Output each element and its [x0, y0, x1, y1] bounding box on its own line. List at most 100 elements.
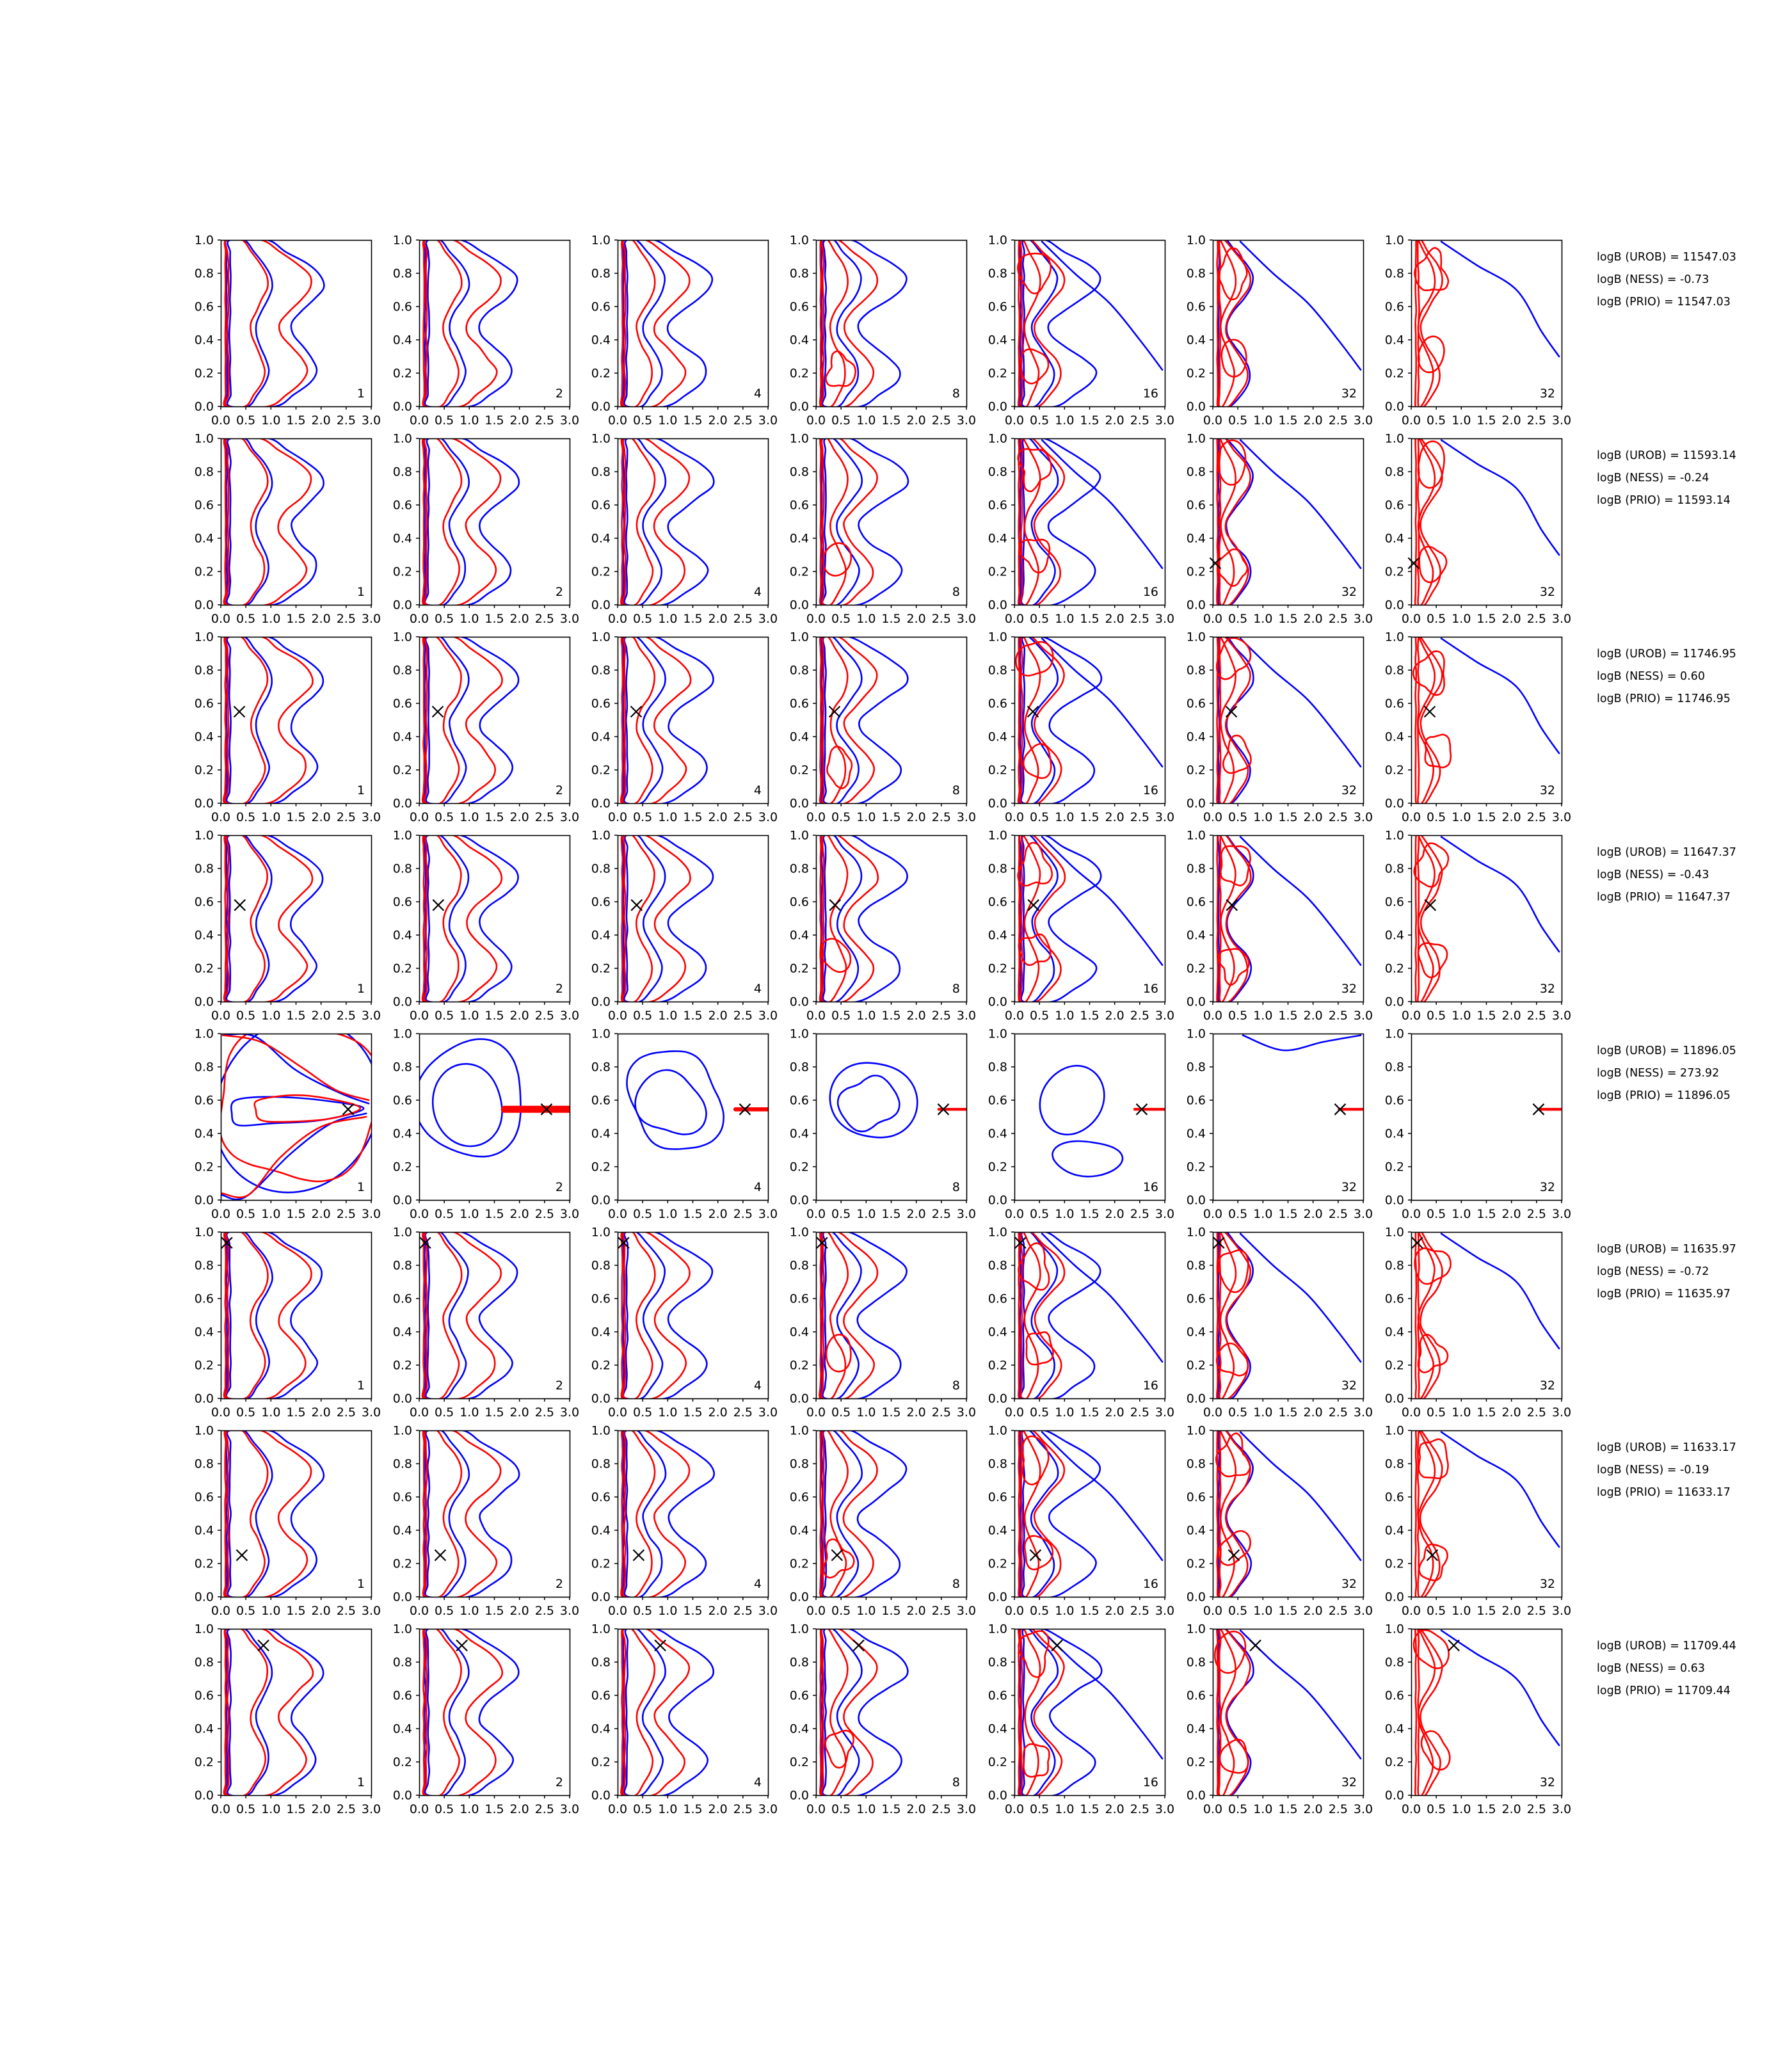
contour-panel-r5-c1[interactable]: 0.0 0.5 1.0 1.5 2.0 2.5 3.0 0.0 0.2 0.4 0.6 0.8 1.0 1 [188, 1025, 380, 1229]
contour-panel-r1-c5[interactable]: 0.0 0.5 1.0 1.5 2.0 2.5 3.0 0.0 0.2 0.4 0.6 0.8 1.0 1… [981, 231, 1174, 436]
contour-panel-r6-c2[interactable]: 0.0 0.5 1.0 1.5 2.0 2.5 3.0 0.0 0.2 0.4 0.6 0.8 1.0 2 [386, 1223, 579, 1428]
y-tick-label: 1.0 [1385, 1027, 1404, 1041]
contour-panel-r2-c3[interactable]: 0.0 0.5 1.0 1.5 2.0 2.5 3.0 0.0 0.2 0.4 0.6 0.8 1.0 4 [584, 429, 777, 634]
contour-panel-r8-c7[interactable]: 0.0 0.5 1.0 1.5 2.0 2.5 3.0 0.0 0.2 0.4 0.6 0.8 1.0 3… [1378, 1620, 1571, 1825]
contour-panel-r7-c3[interactable]: 0.0 0.5 1.0 1.5 2.0 2.5 3.0 0.0 0.2 0.4 0.6 0.8 1.0 4 [584, 1421, 777, 1626]
contour-panel-r5-c2[interactable]: 0.0 0.5 1.0 1.5 2.0 2.5 3.0 0.0 0.2 0.4 0.6 0.8 1.0 2 [386, 1025, 579, 1229]
red-contour [1417, 1430, 1443, 1597]
contour-panel-r5-c7[interactable]: 0.0 0.5 1.0 1.5 2.0 2.5 3.0 0.0 0.2 0.4 0.6 0.8 1.0 3… [1378, 1025, 1571, 1229]
x-tick-label: 1.5 [881, 413, 900, 428]
contour-panel-r3-c4[interactable]: 0.0 0.5 1.0 1.5 2.0 2.5 3.0 0.0 0.2 0.4 0.6 0.8 1.0 8 [783, 628, 975, 833]
contour-panel-r4-c5[interactable]: 0.0 0.5 1.0 1.5 2.0 2.5 3.0 0.0 0.2 0.4 0.6 0.8 1.0 1… [981, 826, 1174, 1031]
y-tick-label: 0.4 [1385, 1524, 1404, 1538]
contour-panel-r8-c5[interactable]: 0.0 0.5 1.0 1.5 2.0 2.5 3.0 0.0 0.2 0.4 0.6 0.8 1.0 1… [981, 1620, 1174, 1825]
contour-panel-r1-c3[interactable]: 0.0 0.5 1.0 1.5 2.0 2.5 3.0 0.0 0.2 0.4 0.6 0.8 1.0 4 [584, 231, 777, 436]
contour-panel-r4-c7[interactable]: 0.0 0.5 1.0 1.5 2.0 2.5 3.0 0.0 0.2 0.4 0.6 0.8 1.0 3… [1378, 826, 1571, 1031]
red-contour [826, 745, 853, 790]
contour-panel-r5-c5[interactable]: 0.0 0.5 1.0 1.5 2.0 2.5 3.0 0.0 0.2 0.4 0.6 0.8 1.0 1… [981, 1025, 1174, 1229]
x-tick-label: 2.5 [1527, 1207, 1546, 1221]
truth-marker-x-icon [1426, 1549, 1439, 1562]
x-tick-label: 1.5 [881, 1604, 900, 1618]
x-tick-label: 0.5 [1030, 1802, 1049, 1816]
contour-panel-r2-c4[interactable]: 0.0 0.5 1.0 1.5 2.0 2.5 3.0 0.0 0.2 0.4 0.6 0.8 1.0 8 [783, 429, 975, 634]
contour-panel-r1-c1[interactable]: 0.0 0.5 1.0 1.5 2.0 2.5 3.0 0.0 0.2 0.4 0.6 0.8 1.0 1 [188, 231, 380, 436]
contour-panel-r2-c7[interactable]: 0.0 0.5 1.0 1.5 2.0 2.5 3.0 0.0 0.2 0.4 0.6 0.8 1.0 3… [1378, 429, 1571, 634]
contour-panel-r3-c5[interactable]: 0.0 0.5 1.0 1.5 2.0 2.5 3.0 0.0 0.2 0.4 0.6 0.8 1.0 1… [981, 628, 1174, 833]
contour-panel-r2-c2[interactable]: 0.0 0.5 1.0 1.5 2.0 2.5 3.0 0.0 0.2 0.4 0.6 0.8 1.0 2 [386, 429, 579, 634]
x-tick-label: 3.0 [1552, 1207, 1571, 1221]
contour-panel-r8-c2[interactable]: 0.0 0.5 1.0 1.5 2.0 2.5 3.0 0.0 0.2 0.4 0.6 0.8 1.0 2 [386, 1620, 579, 1825]
y-tick-label: 0.4 [1385, 1325, 1404, 1340]
x-tick-label: 2.0 [907, 612, 926, 626]
y-tick-label: 0.6 [988, 499, 1007, 513]
x-tick-label: 0.0 [1005, 413, 1024, 428]
contour-panel-r5-c4[interactable]: 0.0 0.5 1.0 1.5 2.0 2.5 3.0 0.0 0.2 0.4 0.6 0.8 1.0 8 [783, 1025, 975, 1229]
y-tick-label: 0.0 [790, 995, 809, 1009]
contour-panel-r7-c2[interactable]: 0.0 0.5 1.0 1.5 2.0 2.5 3.0 0.0 0.2 0.4 0.6 0.8 1.0 2 [386, 1421, 579, 1626]
contour-panel-r5-c6[interactable]: 0.0 0.5 1.0 1.5 2.0 2.5 3.0 0.0 0.2 0.4 0.6 0.8 1.0 3… [1180, 1025, 1372, 1229]
contour-panel-r3-c1[interactable]: 0.0 0.5 1.0 1.5 2.0 2.5 3.0 0.0 0.2 0.4 0.6 0.8 1.0 1 [188, 628, 380, 833]
contour-panel-r6-c5[interactable]: 0.0 0.5 1.0 1.5 2.0 2.5 3.0 0.0 0.2 0.4 0.6 0.8 1.0 1… [981, 1223, 1174, 1428]
axes-frame [419, 1628, 571, 1796]
y-tick-label: 0.4 [1187, 929, 1206, 943]
contour-panel-r8-c1[interactable]: 0.0 0.5 1.0 1.5 2.0 2.5 3.0 0.0 0.2 0.4 0.6 0.8 1.0 1 [188, 1620, 380, 1825]
x-tick-label: 0.5 [236, 1009, 255, 1023]
contour-panel-r6-c6[interactable]: 0.0 0.5 1.0 1.5 2.0 2.5 3.0 0.0 0.2 0.4 0.6 0.8 1.0 3… [1180, 1223, 1372, 1428]
contour-panel-r3-c3[interactable]: 0.0 0.5 1.0 1.5 2.0 2.5 3.0 0.0 0.2 0.4 0.6 0.8 1.0 4 [584, 628, 777, 833]
y-tick-label: 0.4 [195, 730, 214, 744]
contour-panel-r7-c6[interactable]: 0.0 0.5 1.0 1.5 2.0 2.5 3.0 0.0 0.2 0.4 0.6 0.8 1.0 3… [1180, 1421, 1372, 1626]
blue-contour [821, 1629, 909, 1795]
contour-panel-r7-c1[interactable]: 0.0 0.5 1.0 1.5 2.0 2.5 3.0 0.0 0.2 0.4 0.6 0.8 1.0 1 [188, 1421, 380, 1626]
contour-panel-r2-c6[interactable]: 0.0 0.5 1.0 1.5 2.0 2.5 3.0 0.0 0.2 0.4 0.6 0.8 1.0 3… [1180, 429, 1372, 634]
blue-contour [1239, 836, 1362, 966]
contour-panel-r2-c5[interactable]: 0.0 0.5 1.0 1.5 2.0 2.5 3.0 0.0 0.2 0.4 0.6 0.8 1.0 1… [981, 429, 1174, 634]
contour-panel-r7-c7[interactable]: 0.0 0.5 1.0 1.5 2.0 2.5 3.0 0.0 0.2 0.4 0.6 0.8 1.0 3… [1378, 1421, 1571, 1626]
x-tick-label: 0.0 [608, 1009, 627, 1023]
red-contour [621, 438, 691, 605]
x-tick-label: 0.0 [1203, 1207, 1222, 1221]
x-tick-label: 0.5 [1228, 1405, 1247, 1420]
contour-panel-r2-c1[interactable]: 0.0 0.5 1.0 1.5 2.0 2.5 3.0 0.0 0.2 0.4 0.6 0.8 1.0 1 [188, 429, 380, 634]
x-tick-label: 3.0 [1155, 413, 1174, 428]
contour-panel-r1-c6[interactable]: 0.0 0.5 1.0 1.5 2.0 2.5 3.0 0.0 0.2 0.4 0.6 0.8 1.0 3… [1180, 231, 1372, 436]
x-tick-label: 0.0 [1005, 1009, 1024, 1023]
contour-panel-r1-c7[interactable]: 0.0 0.5 1.0 1.5 2.0 2.5 3.0 0.0 0.2 0.4 0.6 0.8 1.0 3… [1378, 231, 1571, 436]
x-tick-label: 3.0 [1552, 810, 1571, 824]
y-tick-label: 0.2 [1385, 764, 1404, 778]
x-tick-label: 0.5 [831, 1802, 851, 1816]
contour-panel-r1-c2[interactable]: 0.0 0.5 1.0 1.5 2.0 2.5 3.0 0.0 0.2 0.4 0.6 0.8 1.0 2 [386, 231, 579, 436]
panel-number-label: 4 [754, 585, 762, 599]
contour-panel-r4-c6[interactable]: 0.0 0.5 1.0 1.5 2.0 2.5 3.0 0.0 0.2 0.4 0.6 0.8 1.0 3… [1180, 826, 1372, 1031]
contour-panel-r8-c4[interactable]: 0.0 0.5 1.0 1.5 2.0 2.5 3.0 0.0 0.2 0.4 0.6 0.8 1.0 8 [783, 1620, 975, 1825]
contour-panel-r4-c3[interactable]: 0.0 0.5 1.0 1.5 2.0 2.5 3.0 0.0 0.2 0.4 0.6 0.8 1.0 4 [584, 826, 777, 1031]
y-tick-label: 0.0 [790, 797, 809, 811]
contour-panel-r6-c3[interactable]: 0.0 0.5 1.0 1.5 2.0 2.5 3.0 0.0 0.2 0.4 0.6 0.8 1.0 4 [584, 1223, 777, 1428]
contour-panel-r6-c7[interactable]: 0.0 0.5 1.0 1.5 2.0 2.5 3.0 0.0 0.2 0.4 0.6 0.8 1.0 3… [1378, 1223, 1571, 1428]
contour-panel-r3-c7[interactable]: 0.0 0.5 1.0 1.5 2.0 2.5 3.0 0.0 0.2 0.4 0.6 0.8 1.0 3… [1378, 628, 1571, 833]
contour-panel-r7-c5[interactable]: 0.0 0.5 1.0 1.5 2.0 2.5 3.0 0.0 0.2 0.4 0.6 0.8 1.0 1… [981, 1421, 1174, 1626]
contour-panel-r7-c4[interactable]: 0.0 0.5 1.0 1.5 2.0 2.5 3.0 0.0 0.2 0.4 0.6 0.8 1.0 8 [783, 1421, 975, 1626]
red-contour [1217, 548, 1249, 587]
contour-panel-r5-c3[interactable]: 0.0 0.5 1.0 1.5 2.0 2.5 3.0 0.0 0.2 0.4 0.6 0.8 1.0 4 [584, 1025, 777, 1229]
y-tick-label: 0.4 [790, 730, 809, 744]
contour-panel-r8-c3[interactable]: 0.0 0.5 1.0 1.5 2.0 2.5 3.0 0.0 0.2 0.4 0.6 0.8 1.0 4 [584, 1620, 777, 1825]
contour-panel-r8-c6[interactable]: 0.0 0.5 1.0 1.5 2.0 2.5 3.0 0.0 0.2 0.4 0.6 0.8 1.0 3… [1180, 1620, 1372, 1825]
contour-panel-r4-c2[interactable]: 0.0 0.5 1.0 1.5 2.0 2.5 3.0 0.0 0.2 0.4 0.6 0.8 1.0 2 [386, 826, 579, 1031]
y-tick-label: 0.6 [195, 1689, 214, 1703]
x-tick-label: 2.0 [708, 1405, 728, 1420]
red-contour [1414, 240, 1436, 406]
axes-frame [617, 1033, 769, 1201]
contour-panel-r1-c4[interactable]: 0.0 0.5 1.0 1.5 2.0 2.5 3.0 0.0 0.2 0.4 0.6 0.8 1.0 8 [783, 231, 975, 436]
y-tick-label: 0.0 [988, 598, 1007, 612]
contour-panel-r3-c2[interactable]: 0.0 0.5 1.0 1.5 2.0 2.5 3.0 0.0 0.2 0.4 0.6 0.8 1.0 2 [386, 628, 579, 833]
contour-panel-r3-c6[interactable]: 0.0 0.5 1.0 1.5 2.0 2.5 3.0 0.0 0.2 0.4 0.6 0.8 1.0 3… [1180, 628, 1372, 833]
contour-panel-r6-c1[interactable]: 0.0 0.5 1.0 1.5 2.0 2.5 3.0 0.0 0.2 0.4 0.6 0.8 1.0 1 [188, 1223, 380, 1428]
y-tick-label: 0.8 [790, 1457, 809, 1471]
x-tick-label: 3.0 [362, 612, 380, 626]
x-tick-label: 0.5 [831, 413, 851, 428]
contour-panel-r4-c1[interactable]: 0.0 0.5 1.0 1.5 2.0 2.5 3.0 0.0 0.2 0.4 0.6 0.8 1.0 1 [188, 826, 380, 1031]
red-contour [825, 350, 857, 387]
truth-marker-x-icon [1014, 1236, 1027, 1249]
contour-panel-r4-c4[interactable]: 0.0 0.5 1.0 1.5 2.0 2.5 3.0 0.0 0.2 0.4 0.6 0.8 1.0 8 [783, 826, 975, 1031]
contour-panel-r6-c4[interactable]: 0.0 0.5 1.0 1.5 2.0 2.5 3.0 0.0 0.2 0.4 0.6 0.8 1.0 8 [783, 1223, 975, 1428]
